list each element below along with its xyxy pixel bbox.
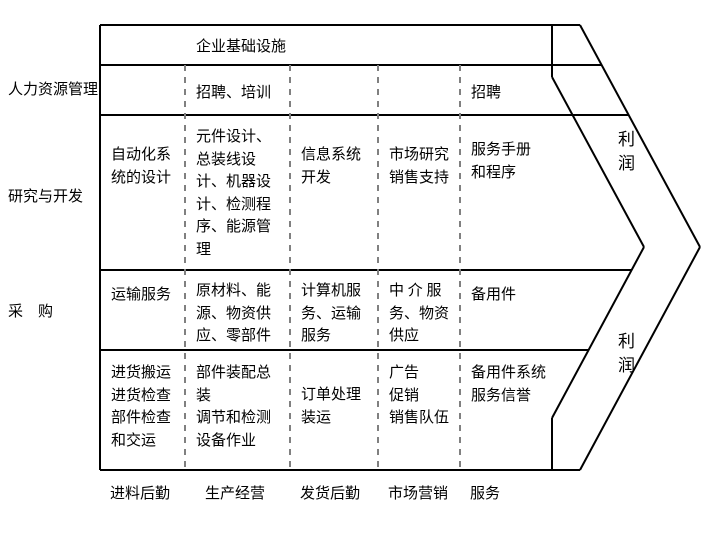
value-chain-diagram: 人力资源管理 研究与开发 采 购 企业基础设施 招聘、培训 招聘 自动化系统的设… [0,0,720,534]
footer-inbound: 进料后勤 [110,482,170,503]
primary-operations: 部件装配总装 调节和检测设备作业 [190,358,288,456]
rd-operations: 元件设计、总装线设计、机器设计、检测程序、能源管理 [190,122,288,265]
rd-outbound: 信息系统开发 [295,140,375,193]
rd-marketing: 市场研究销售支持 [383,140,458,193]
procure-marketing: 中 介 服务、物资供应 [383,276,458,352]
procure-service: 备用件 [465,280,545,311]
footer-service: 服务 [470,482,500,503]
primary-marketing: 广告 促销 销售队伍 [383,358,458,434]
hr-operations: 招聘、培训 [190,78,285,109]
row-label-hr: 人力资源管理 [8,78,98,99]
footer-outbound: 发货后勤 [300,482,360,503]
procure-inbound: 运输服务 [105,280,183,311]
procure-operations: 原材料、能源、物资供应、零部件 [190,276,288,352]
profit-top: 利润 [618,128,638,176]
primary-service: 备用件系统服务信誉 [465,358,553,411]
primary-outbound: 订单处理装运 [295,380,375,433]
header-infrastructure: 企业基础设施 [190,32,390,63]
rd-service: 服务手册和程序 [465,135,545,188]
row-label-rd: 研究与开发 [8,185,83,206]
rd-inbound: 自动化系统的设计 [105,140,183,193]
hr-service: 招聘 [465,78,545,109]
row-label-procure: 采 购 [8,300,53,321]
procure-outbound: 计算机服务、运输服务 [295,276,375,352]
footer-marketing: 市场营销 [388,482,448,503]
profit-bottom: 利润 [618,330,638,378]
footer-operations: 生产经营 [205,482,265,503]
primary-inbound: 进货搬运进货检查部件检查和交运 [105,358,183,456]
